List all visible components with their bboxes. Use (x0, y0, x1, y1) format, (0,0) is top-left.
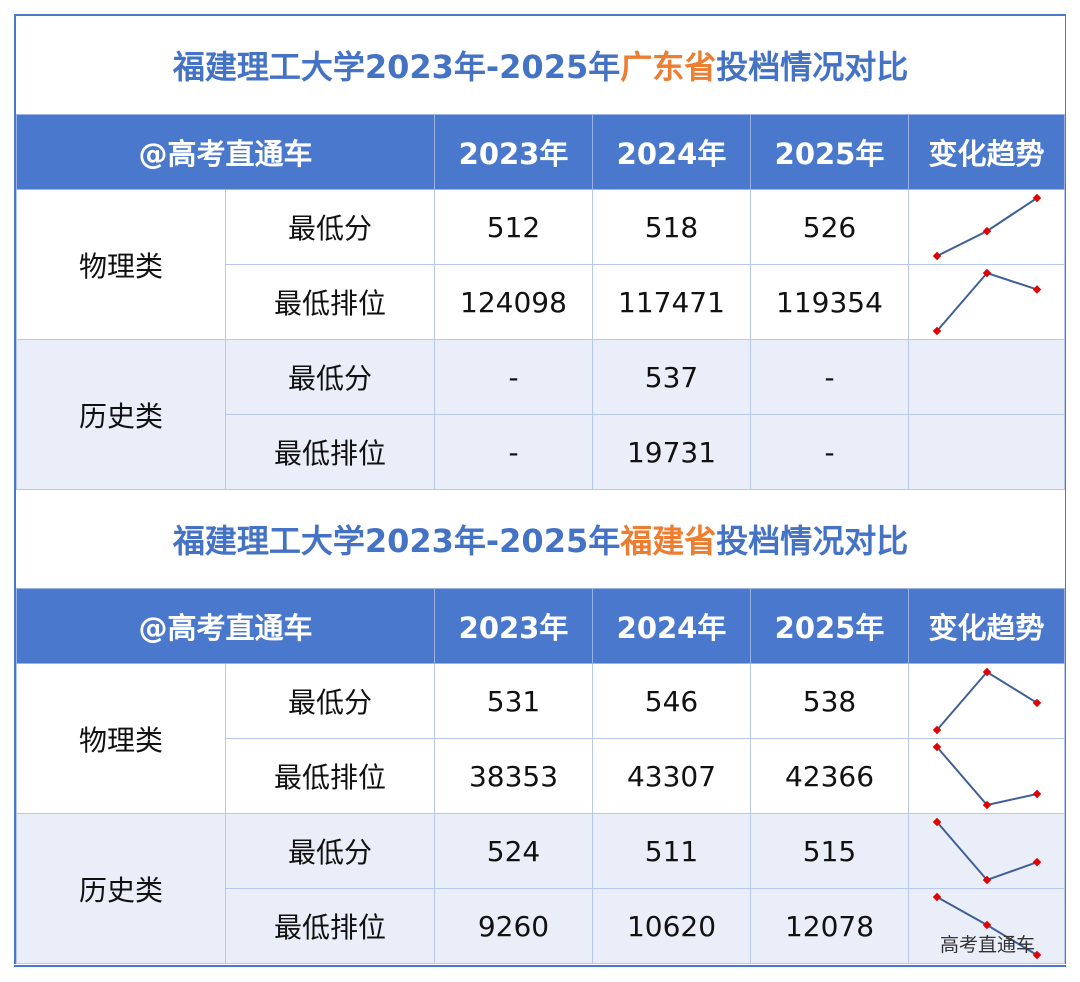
value-cell: 19731 (592, 414, 751, 490)
sparkline-marker (932, 251, 942, 261)
value-cell: 117471 (592, 264, 751, 340)
sparkline-chart (932, 193, 1042, 261)
value-cell: 12078 (750, 888, 909, 964)
header-cell: 2025年 (750, 114, 909, 190)
category-cell: 历史类 (16, 813, 226, 964)
table-row: 最低排位 -19731- (17, 414, 1066, 490)
table-row: 物理类 最低分 531 546 538 (16, 663, 1066, 814)
metric-label: 最低分 (225, 339, 435, 415)
value-cell: 124098 (434, 264, 593, 340)
sparkline-marker (932, 892, 942, 902)
trend-sparkline (907, 189, 1066, 265)
title-suffix: 投档情况对比 (716, 522, 909, 560)
metric-label: 最低分 (225, 813, 435, 889)
comparison-tables: 福建理工大学2023年-2025年广东省投档情况对比 @高考直通车 2023年 202… (14, 14, 1066, 964)
table-row: 最低排位 9260 10620 12078 (17, 888, 1066, 964)
value-cell: 537 (592, 339, 751, 415)
table-row: 物理类 最低分 512 518 526 (16, 189, 1066, 340)
value-cell: 42366 (750, 738, 909, 814)
category-cell: 物理类 (16, 663, 226, 814)
value-cell: - (434, 414, 593, 490)
table-title-row: 福建理工大学2023年-2025年广东省投档情况对比 (16, 16, 1065, 115)
header-source: @高考直通车 (16, 588, 435, 664)
admission-table: 福建理工大学2023年-2025年广东省投档情况对比 @高考直通车 2023年 202… (16, 16, 1066, 964)
trend-sparkline (907, 888, 1066, 964)
metric-label: 最低分 (225, 663, 435, 739)
table-border (14, 965, 1066, 967)
value-cell: 524 (434, 813, 593, 889)
title-prefix: 福建理工大学2023年-2025年 (172, 48, 621, 86)
value-cell: 515 (750, 813, 909, 889)
value-cell: 526 (750, 189, 909, 265)
watermark-text: 高考直通车 (940, 934, 1036, 956)
value-cell: 119354 (750, 264, 909, 340)
trend-sparkline (907, 663, 1066, 739)
sparkline-chart (932, 667, 1042, 735)
trend-sparkline (907, 264, 1066, 340)
value-cell: 538 (750, 663, 909, 739)
value-cell: - (750, 414, 909, 490)
table-row: 最低排位 124098 117471 119354 (17, 264, 1066, 340)
metric-label: 最低排位 (225, 738, 435, 814)
title-province: 福建省 (620, 522, 717, 560)
table-title: 福建理工大学2023年-2025年福建省投档情况对比 (16, 489, 1065, 589)
header-row: @高考直通车 2023年 2024年 2025年 变化趋势 (16, 114, 1066, 190)
metric-label: 最低排位 (225, 888, 435, 964)
header-cell: 2024年 (592, 588, 751, 664)
title-suffix: 投档情况对比 (716, 48, 909, 86)
header-cell: 2023年 (434, 114, 593, 190)
value-cell: 511 (592, 813, 751, 889)
sparkline-marker (1032, 789, 1042, 799)
trend-sparkline (907, 813, 1066, 889)
title-prefix: 福建理工大学2023年-2025年 (172, 522, 621, 560)
table-row: 历史类 最低分 524 511 515 (16, 813, 1066, 964)
value-cell: 38353 (434, 738, 593, 814)
header-row: @高考直通车 2023年 2024年 2025年 变化趋势 (16, 588, 1066, 664)
category-cell: 历史类 (16, 339, 226, 490)
header-source: @高考直通车 (16, 114, 435, 190)
table-title: 福建理工大学2023年-2025年广东省投档情况对比 (16, 16, 1065, 115)
sparkline-line (936, 271, 1038, 332)
trend-sparkline (907, 414, 1066, 490)
trend-sparkline (907, 339, 1066, 415)
value-cell: 546 (592, 663, 751, 739)
value-cell: 10620 (592, 888, 751, 964)
sparkline-line (936, 746, 1038, 807)
value-cell: 43307 (592, 738, 751, 814)
header-cell: 变化趋势 (907, 588, 1066, 664)
category-cell: 物理类 (16, 189, 226, 340)
header-cell: 2024年 (592, 114, 751, 190)
sparkline-chart (932, 268, 1042, 336)
value-cell: 9260 (434, 888, 593, 964)
value-cell: 518 (592, 189, 751, 265)
sparkline-chart (932, 742, 1042, 810)
metric-label: 最低排位 (225, 414, 435, 490)
table-row: 历史类 最低分 -537- (16, 339, 1066, 490)
sparkline-line (936, 821, 1038, 882)
metric-label: 最低排位 (225, 264, 435, 340)
header-cell: 变化趋势 (907, 114, 1066, 190)
title-province: 广东省 (620, 48, 717, 86)
sparkline-marker (982, 920, 992, 930)
sparkline-chart (932, 817, 1042, 885)
sparkline-marker (1032, 857, 1042, 867)
table-title-row: 福建理工大学2023年-2025年福建省投档情况对比 (16, 489, 1065, 589)
sparkline-chart (932, 892, 1042, 960)
value-cell: 531 (434, 663, 593, 739)
value-cell: 512 (434, 189, 593, 265)
sparkline-marker (1032, 285, 1042, 294)
value-cell: - (434, 339, 593, 415)
header-cell: 2025年 (750, 588, 909, 664)
value-cell: - (750, 339, 909, 415)
header-cell: 2023年 (434, 588, 593, 664)
metric-label: 最低分 (225, 189, 435, 265)
sparkline-line (936, 670, 1038, 731)
trend-sparkline (907, 738, 1066, 814)
table-row: 最低排位 38353 43307 42366 (17, 738, 1066, 814)
